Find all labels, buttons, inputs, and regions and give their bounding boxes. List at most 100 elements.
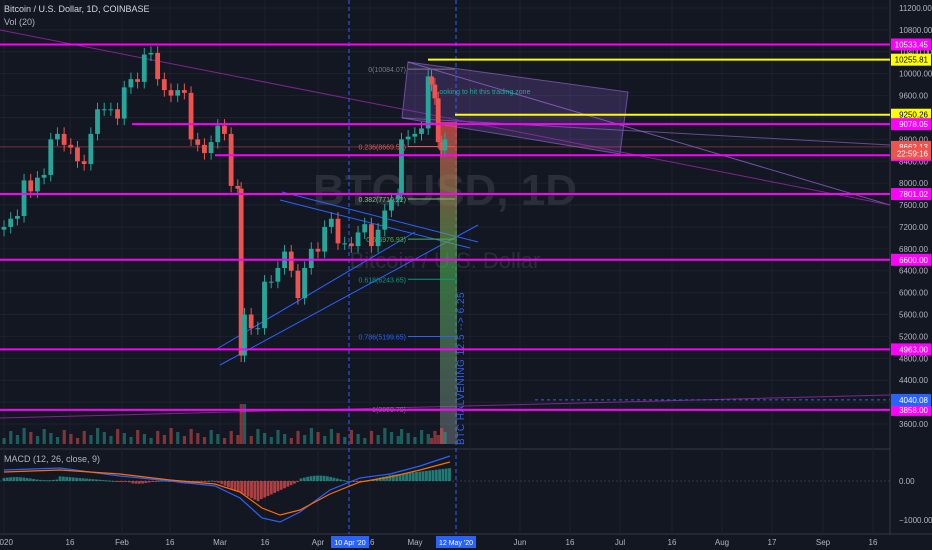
volume-bar xyxy=(426,434,430,444)
price-tick-label: 3600.00 xyxy=(899,420,928,429)
time-tick-label: Feb xyxy=(115,538,129,547)
macd-histogram-bar xyxy=(428,470,432,481)
macd-histogram-bar xyxy=(253,481,257,500)
macd-histogram-bar xyxy=(342,480,346,482)
macd-histogram-bar xyxy=(405,473,408,481)
level-price-tag-box xyxy=(891,343,931,356)
macd-histogram-bar xyxy=(42,480,45,482)
price-tick-label: 10800.00 xyxy=(899,26,932,35)
macd-histogram-bar xyxy=(273,481,276,493)
volume-bar xyxy=(239,404,243,444)
candle xyxy=(342,243,348,245)
volume-bar xyxy=(420,430,424,444)
price-tick-label: 9600.00 xyxy=(899,92,928,101)
candle xyxy=(215,125,221,143)
macd-histogram-bar xyxy=(104,480,108,482)
macd-histogram-bar xyxy=(161,480,164,482)
candle xyxy=(81,161,87,164)
volume-bar xyxy=(89,435,93,444)
macd-histogram-bar xyxy=(385,476,389,481)
macd-histogram-bar xyxy=(134,481,138,484)
macd-histogram-bar xyxy=(296,481,300,483)
trading-zone xyxy=(401,61,629,155)
macd-histogram-bar xyxy=(85,478,88,481)
channel-line-top-2 xyxy=(279,199,471,249)
volume-bar xyxy=(102,432,106,444)
macd-histogram-bar xyxy=(243,481,247,495)
macd-histogram-bar xyxy=(326,476,329,481)
macd-indicator-label[interactable]: MACD (12, 26, close, 9) xyxy=(4,454,101,464)
macd-histogram-bar xyxy=(121,481,125,482)
time-axis: 2020 16 Feb 16 Mar 16 Apr 16 May 16 Jun 16 Jul 16 Aug 1… xyxy=(0,536,878,548)
volume-bar xyxy=(443,432,447,444)
macd-tick-label: −1000.00 xyxy=(899,516,932,525)
time-tick-label: May xyxy=(407,538,422,547)
time-tick-label: 16 xyxy=(261,538,270,547)
macd-histogram-bar xyxy=(230,481,234,489)
macd-histogram-bar xyxy=(269,481,273,495)
macd-histogram-bar xyxy=(75,477,78,481)
macd-histogram-bar xyxy=(65,476,69,481)
volume-bar xyxy=(283,434,287,444)
macd-histogram-bar xyxy=(286,481,290,487)
time-tick-label: 16 xyxy=(869,538,878,547)
volume-bar xyxy=(42,429,46,444)
macd-histogram-bar xyxy=(58,476,62,481)
volume-bar xyxy=(189,429,193,444)
price-tick-label: 10400.00 xyxy=(899,48,932,57)
price-tag-box xyxy=(891,147,931,160)
volume-bar xyxy=(289,438,293,444)
candle xyxy=(175,90,181,96)
macd-histogram-bar xyxy=(448,468,451,481)
macd-histogram-bar xyxy=(220,481,224,485)
price-tick-label: 5200.00 xyxy=(899,332,928,341)
level-price-tag-box xyxy=(891,253,931,266)
time-tick-label: Jun xyxy=(514,538,527,547)
macd-histogram-bar xyxy=(388,475,392,481)
macd-histogram-bar xyxy=(411,472,415,481)
volume-bar xyxy=(35,436,40,444)
macd-histogram-bar xyxy=(309,476,313,481)
volume-bar xyxy=(116,429,120,444)
volume-bar xyxy=(349,430,354,444)
candle xyxy=(188,92,194,140)
volume-bar xyxy=(9,431,13,444)
volume-bar xyxy=(356,434,360,444)
price-tag: 22:59:16 xyxy=(897,150,929,159)
candle xyxy=(435,98,441,143)
macd-histogram-bar xyxy=(236,481,240,492)
time-tick-label: Sep xyxy=(816,538,831,547)
macd-histogram-bar xyxy=(382,476,385,481)
volume-bar xyxy=(323,436,327,444)
macd-histogram-bar xyxy=(233,481,237,491)
volume-bar xyxy=(96,428,100,444)
macd-histogram-bar xyxy=(355,481,359,482)
level-price-tag: 10533.45 xyxy=(895,40,929,49)
volume-bar xyxy=(343,437,347,444)
macd-histogram-bar xyxy=(29,478,32,481)
volume-bar xyxy=(162,435,167,444)
volume-bar xyxy=(296,431,300,444)
macd-histogram-bar xyxy=(256,481,260,502)
price-tick-label: 5600.00 xyxy=(899,311,928,320)
macd-histogram-bar xyxy=(48,480,52,482)
macd-histogram-bar xyxy=(22,477,26,481)
candle xyxy=(405,136,411,140)
level-price-tag: 4963.00 xyxy=(899,345,928,354)
macd-histogram-bar xyxy=(15,477,19,481)
channel-line-middle xyxy=(214,231,416,351)
candle xyxy=(439,142,444,151)
candle xyxy=(168,90,174,96)
horizontal-levels xyxy=(0,43,890,411)
volume-bar xyxy=(256,429,260,444)
candle xyxy=(195,139,201,145)
candle xyxy=(399,139,404,196)
candle xyxy=(208,142,214,154)
volume-bar xyxy=(242,404,247,444)
candle xyxy=(268,281,274,283)
level-price-tag-box xyxy=(891,403,931,416)
macd-histogram-bar xyxy=(246,481,250,497)
volume-indicator-label[interactable]: Vol (20) xyxy=(4,17,36,27)
volume-bar xyxy=(129,437,133,444)
